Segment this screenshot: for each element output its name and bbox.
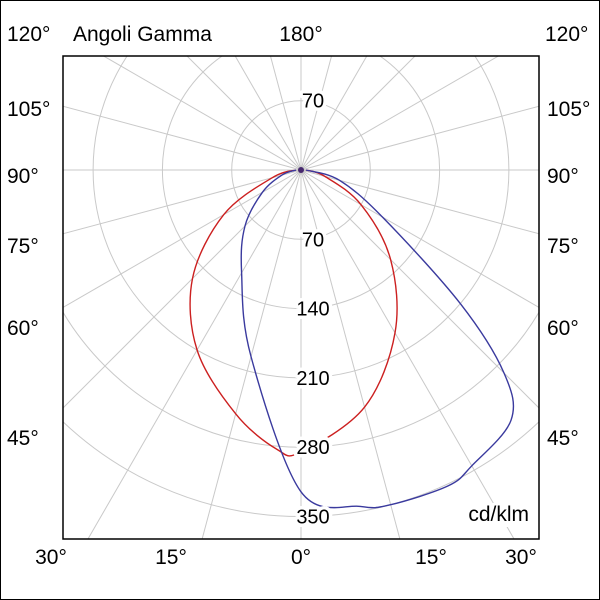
gamma-label-bottom-0: 0° <box>290 546 312 569</box>
gamma-label-top-180: 180° <box>279 23 323 46</box>
curve-red <box>189 169 398 457</box>
radial-tick-label: 70 <box>302 229 324 251</box>
grid-spoke <box>300 169 401 539</box>
grid-spoke <box>63 105 302 171</box>
gamma-label-right-75: 75° <box>547 235 579 258</box>
grid-spoke <box>102 56 302 171</box>
grid-spoke <box>63 169 302 235</box>
plot-frame <box>62 55 540 540</box>
grid-spoke <box>300 169 539 409</box>
radial-tick-label: 280 <box>296 437 329 459</box>
radial-tick-label: 210 <box>296 368 329 390</box>
grid-spoke <box>201 169 302 539</box>
radial-tick-label: 140 <box>296 299 329 321</box>
gamma-label-left-75: 75° <box>7 235 39 258</box>
grid-spoke <box>300 56 416 171</box>
grid-spoke <box>186 56 302 171</box>
curve-blue <box>240 169 515 509</box>
gamma-label-bottom-left-15: 15° <box>155 546 187 569</box>
gamma-label-bottom-left-30: 30° <box>35 546 67 569</box>
grid-spoke <box>63 169 302 308</box>
gamma-label-bottom-right-15: 15° <box>415 546 447 569</box>
gamma-label-left-45: 45° <box>7 427 39 450</box>
gamma-label-right-60: 60° <box>547 317 579 340</box>
grid-spoke <box>300 56 333 171</box>
chart-title: Angoli Gamma <box>73 23 212 46</box>
gamma-label-left-90: 90° <box>7 165 39 188</box>
grid-spoke <box>300 56 368 171</box>
gamma-label-right-90: 90° <box>547 165 579 188</box>
grid-spoke <box>300 56 500 171</box>
intensity-curves <box>189 169 515 509</box>
grid-spoke <box>300 169 539 308</box>
grid-spoke <box>300 105 539 171</box>
grid-spoke <box>300 169 539 235</box>
radial-tick-label: 70 <box>302 91 324 113</box>
gamma-label-top-left-120: 120° <box>7 23 51 46</box>
gamma-label-right-45: 45° <box>547 427 579 450</box>
unit-label: cd/klm <box>409 503 529 527</box>
gamma-label-right-105: 105° <box>547 98 591 121</box>
radial-tick-label: 350 <box>296 507 329 529</box>
gamma-label-left-60: 60° <box>7 317 39 340</box>
polar-center-dot <box>298 167 304 173</box>
gamma-label-top-right-120: 120° <box>545 23 589 46</box>
grid-spoke <box>234 56 302 171</box>
grid-spoke <box>87 169 302 539</box>
gamma-label-left-105: 105° <box>7 98 51 121</box>
grid-spoke <box>269 56 302 171</box>
gamma-label-bottom-right-30: 30° <box>505 546 537 569</box>
